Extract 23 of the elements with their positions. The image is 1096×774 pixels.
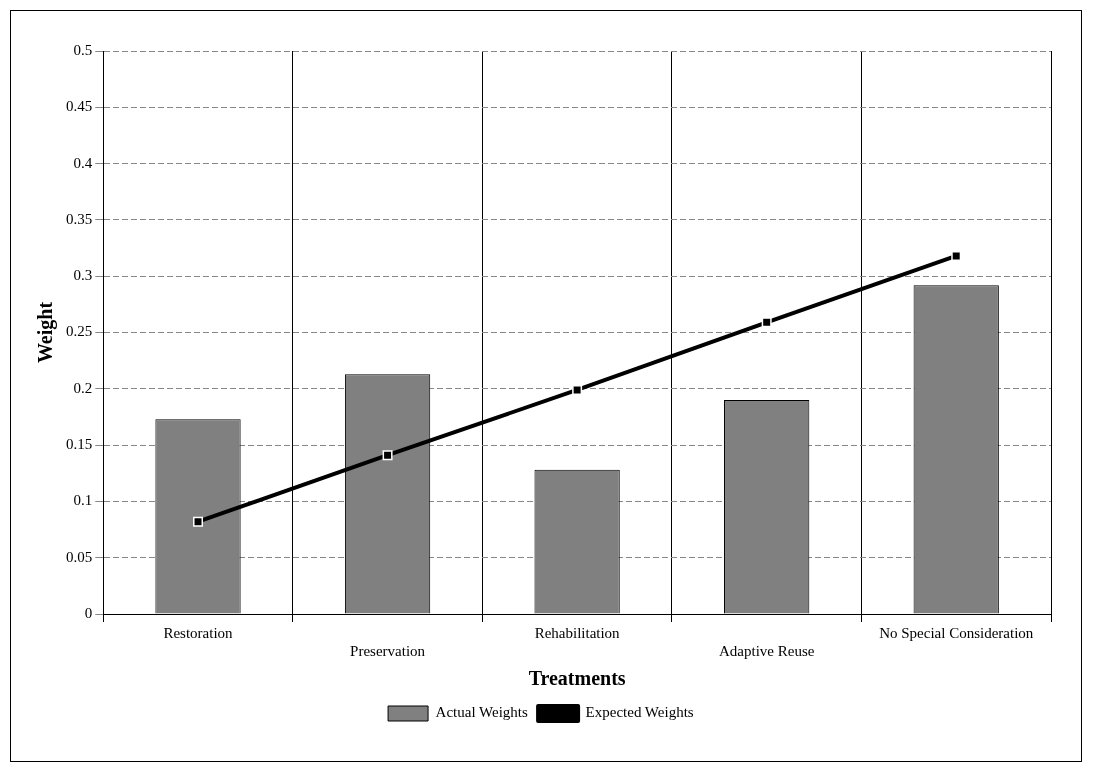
y-tick-label: 0.35 [66,210,93,227]
y-tick-label: 0.5 [73,41,93,58]
x-tick-label: Preservation [350,642,426,659]
x-tick-label: Rehabilitation [534,624,621,641]
y-tick-label: 0.4 [73,154,93,171]
y-tick-label: 0.05 [66,548,93,565]
y-axis-title: Weight [34,301,58,364]
x-tick-label: Adaptive Reuse [718,642,815,659]
y-tick-label: 0.15 [66,436,93,453]
y-tick-label: 0.2 [73,379,93,396]
legend-label: Expected Weights [585,704,694,721]
y-tick-label: 0.45 [66,98,93,115]
y-tick-label: 0.1 [73,492,93,509]
x-tick-label: Restoration [163,624,234,641]
y-tick-label: 0.25 [66,323,93,340]
point [193,516,204,527]
x-axis-title: Treatments [528,667,626,690]
y-tick-label: 0 [84,604,93,621]
legend-label: Actual Weights [435,704,528,721]
point [761,317,772,328]
y-tick-label: 0.3 [73,267,93,284]
point [382,450,393,461]
x-tick-label: No Special Consideration [879,624,1034,641]
